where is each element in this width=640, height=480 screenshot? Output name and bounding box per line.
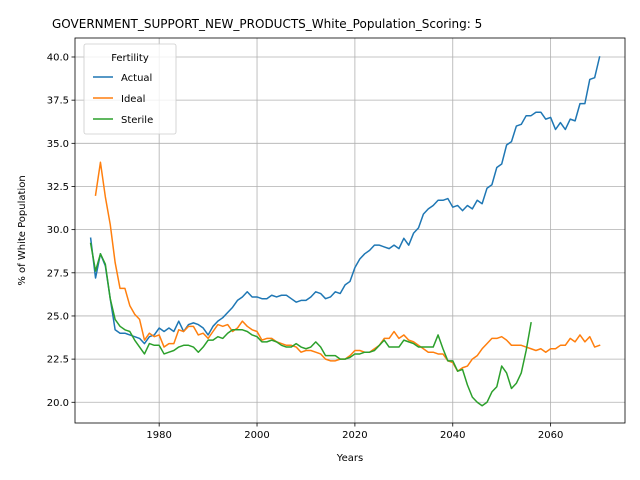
x-tick-label: 2060 [538, 430, 563, 441]
y-tick-label: 27.5 [47, 268, 69, 279]
legend-box [83, 43, 177, 135]
y-axis-ticks: 20.0 22.5 25.0 27.5 30.0 32.5 35.0 37.5 40.0 [47, 52, 75, 409]
y-tick-label: 40.0 [47, 52, 69, 63]
y-tick-label: 35.0 [47, 139, 69, 150]
y-axis-label: % of White Population [17, 175, 28, 285]
x-tick-label: 2040 [440, 430, 465, 441]
series-line-ideal [94, 161, 601, 372]
x-tick-label: 2020 [342, 430, 367, 441]
series-line-sterile [89, 242, 532, 407]
y-tick-label: 20.0 [47, 398, 69, 409]
chart-title: GOVERNMENT_SUPPORT_NEW_PRODUCTS_White_Po… [52, 17, 482, 31]
y-tick-label: 30.0 [47, 225, 69, 236]
x-axis-label: Years [336, 453, 363, 464]
y-tick-label: 22.5 [47, 355, 69, 366]
plot-frame [74, 37, 626, 424]
x-axis-ticks: 1980 2000 2020 2040 2060 [146, 423, 563, 441]
legend-entry-actual: Actual [121, 73, 152, 84]
y-tick-label: 32.5 [47, 182, 69, 193]
legend-entry-ideal: Ideal [121, 94, 145, 105]
y-tick-label: 25.0 [47, 311, 69, 322]
legend-entry-sterile: Sterile [121, 115, 153, 126]
grid [75, 38, 625, 423]
legend: Fertility Actual Ideal Sterile [83, 43, 177, 135]
y-tick-label: 37.5 [47, 96, 69, 107]
x-tick-label: 2000 [244, 430, 269, 441]
series-line-actual [89, 56, 601, 345]
series-lines [89, 56, 601, 407]
x-tick-label: 1980 [146, 430, 171, 441]
legend-title: Fertility [111, 53, 149, 64]
